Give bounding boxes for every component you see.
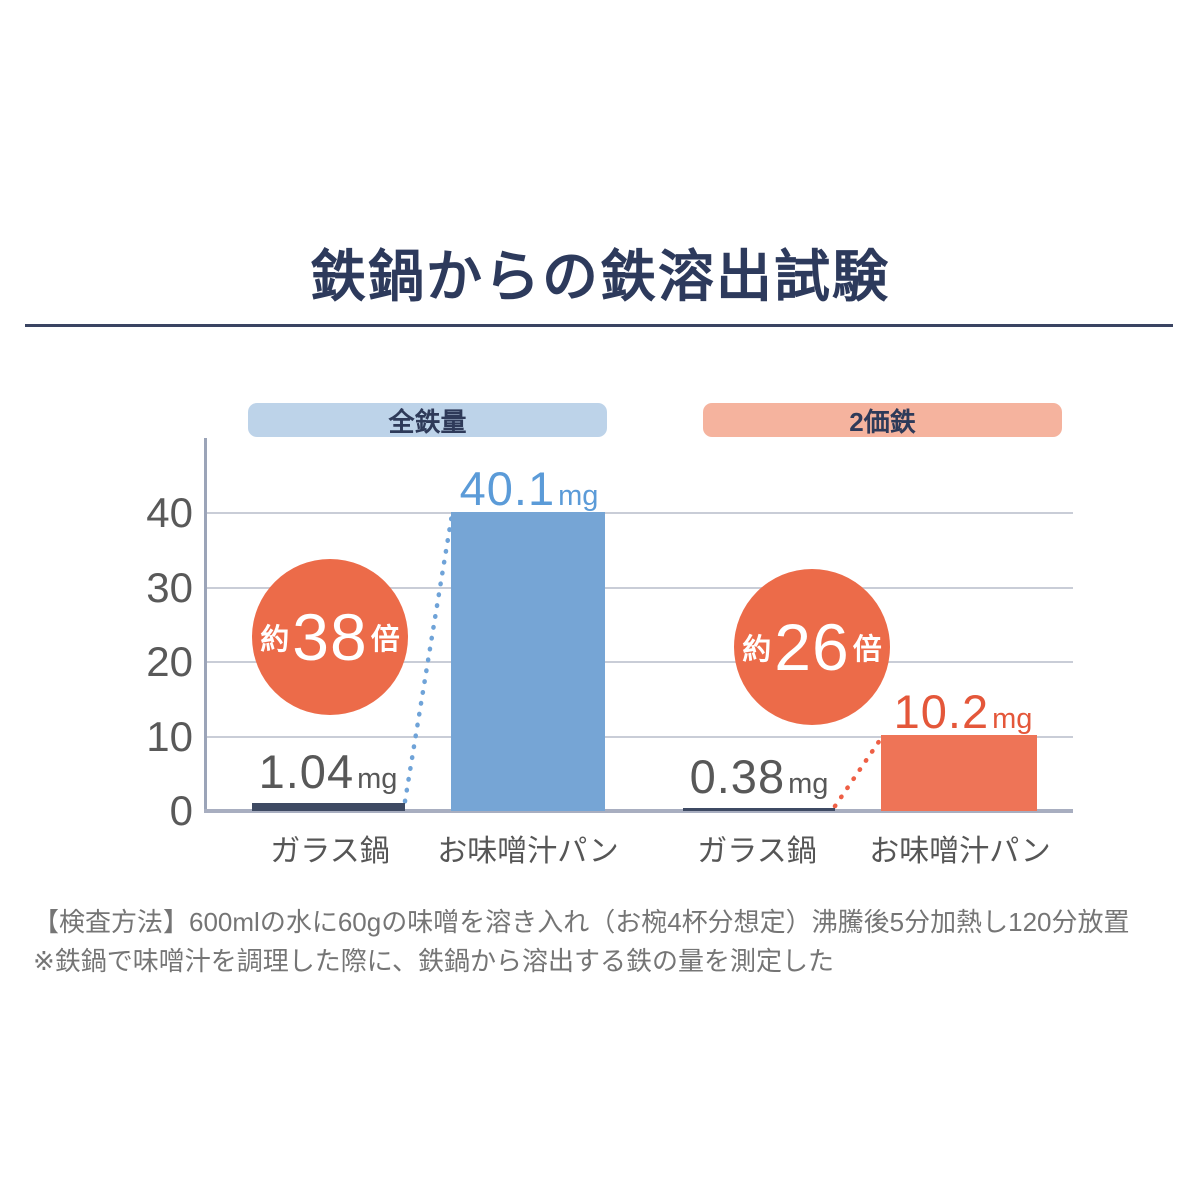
legend-total-iron-pill: 全鉄量	[248, 403, 607, 437]
ratio-value: 26	[774, 610, 850, 684]
gridline	[205, 735, 1073, 738]
gridline	[205, 586, 1073, 589]
y-axis-tick-label: 40	[146, 489, 193, 536]
ratio-value: 38	[292, 600, 368, 674]
ratio-badge-divalent: 約 26 倍	[734, 569, 890, 725]
value-unit: mg	[992, 703, 1033, 735]
value-label-divalent-glass: 0.38 mg	[690, 749, 829, 804]
title-divider	[25, 324, 1173, 327]
value-unit: mg	[357, 763, 398, 795]
bar-total-misosoup-pan	[451, 512, 605, 811]
connector-line-divalent	[832, 734, 885, 809]
gridline	[205, 661, 1073, 663]
value-label-total-glass: 1.04 mg	[259, 744, 398, 799]
ratio-prefix: 約	[742, 634, 772, 666]
y-axis-tick-label: 0	[169, 787, 193, 834]
ratio-suffix: 倍	[370, 624, 400, 656]
ratio-suffix: 倍	[852, 634, 882, 666]
footnotes: 【検査方法】600mlの水に60gの味噌を溶き入れ（お椀4杯分想定）沸騰後5分加…	[33, 903, 1130, 981]
value-label-divalent-pan: 10.2 mg	[894, 684, 1033, 739]
x-label-divalent-pan: お味噌汁パン	[869, 835, 1051, 868]
x-label-divalent-glass: ガラス鍋	[697, 835, 817, 868]
bar-total-glass-pot	[252, 803, 405, 811]
y-axis-tick-label: 20	[146, 638, 193, 685]
bar-divalent-misosoup-pan	[881, 735, 1037, 811]
ratio-badge-total: 約 38 倍	[252, 559, 408, 715]
value-number: 1.04	[258, 745, 355, 798]
x-label-total-glass: ガラス鍋	[270, 835, 390, 868]
value-label-total-pan: 40.1 mg	[460, 461, 599, 516]
value-unit: mg	[558, 480, 599, 512]
value-number: 40.1	[459, 462, 556, 515]
bar-divalent-glass-pot	[683, 808, 835, 811]
y-axis-tick-label: 10	[146, 712, 193, 760]
gridline	[205, 512, 1073, 514]
x-axis-line	[204, 809, 1073, 813]
value-number: 0.38	[689, 750, 786, 803]
legend-divalent-iron-label: 2価鉄	[849, 406, 916, 437]
page-title: 鉄鍋からの鉄溶出試験	[310, 245, 890, 308]
x-label-total-pan: お味噌汁パン	[437, 835, 619, 868]
legend-divalent-iron-pill: 2価鉄	[703, 403, 1062, 437]
value-number: 10.2	[893, 685, 990, 738]
connector-line-total	[402, 512, 455, 804]
value-unit: mg	[788, 768, 829, 800]
y-axis-line	[204, 438, 207, 812]
ratio-prefix: 約	[260, 624, 290, 656]
footnote-note: ※鉄鍋で味噌汁を調理した際に、鉄鍋から溶出する鉄の量を測定した	[33, 946, 835, 976]
y-axis-tick-label: 30	[146, 563, 193, 611]
footnote-method: 【検査方法】600mlの水に60gの味噌を溶き入れ（お椀4杯分想定）沸騰後5分加…	[33, 907, 1130, 937]
legend-total-iron-label: 全鉄量	[388, 406, 467, 437]
